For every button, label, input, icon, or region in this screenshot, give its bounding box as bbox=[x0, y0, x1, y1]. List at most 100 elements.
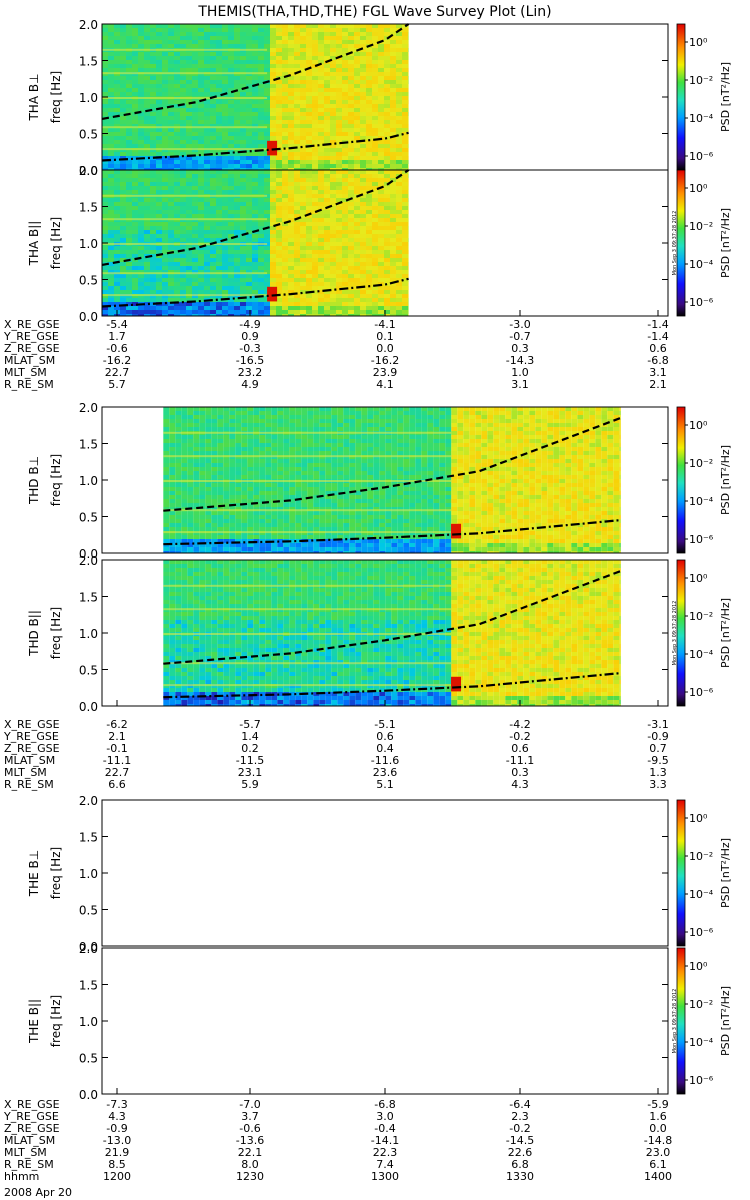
ephemeris-value: -3.1 bbox=[647, 718, 668, 731]
ephemeris-label: X_RE_GSE bbox=[4, 718, 60, 731]
colorbar-label: PSD [nT²/Hz] bbox=[719, 62, 732, 132]
ephemeris-value: -4.2 bbox=[509, 718, 530, 731]
colorbar-tick-label: 10⁻⁶ bbox=[689, 150, 714, 163]
colorbar-tick-label: 10⁻⁶ bbox=[689, 533, 714, 546]
ephemeris-label: MLAT_SM bbox=[4, 354, 55, 367]
ephemeris-value: -7.3 bbox=[106, 1098, 127, 1111]
ephemeris-value: 1.7 bbox=[108, 330, 126, 343]
ephemeris-value: 0.3 bbox=[511, 766, 529, 779]
colorbar-tick-label: 10⁻⁴ bbox=[689, 888, 714, 901]
colorbar-tick-label: 10⁻⁶ bbox=[689, 1074, 714, 1087]
colorbar-tick-label: 10⁰ bbox=[689, 960, 708, 973]
ephemeris-value: 1300 bbox=[371, 1170, 399, 1183]
ephemeris-value: -14.3 bbox=[506, 354, 534, 367]
ephemeris-value: 0.2 bbox=[241, 742, 259, 755]
colorbar-label: PSD [nT²/Hz] bbox=[719, 445, 732, 515]
colorbar-label: PSD [nT²/Hz] bbox=[719, 986, 732, 1056]
colorbar-tick-label: 10⁻² bbox=[689, 74, 713, 87]
ephemeris-value: 8.0 bbox=[241, 1158, 259, 1171]
curve-lower-thd-1 bbox=[163, 672, 621, 699]
ephemeris-value: -13.6 bbox=[236, 1134, 264, 1147]
ephemeris-label: hhmm bbox=[4, 1170, 39, 1183]
y-tick-label: 1.0 bbox=[79, 474, 98, 488]
colorbar-tick-label: 10⁻² bbox=[689, 850, 713, 863]
y-axis-label: freq [Hz] bbox=[49, 217, 63, 269]
colorbar bbox=[676, 799, 686, 947]
panel-name: THD B⊥ bbox=[27, 456, 41, 505]
colorbar-tick-label: 10⁻² bbox=[689, 457, 713, 470]
ephemeris-value: -14.1 bbox=[371, 1134, 399, 1147]
ephemeris-label: R_RE_SM bbox=[4, 778, 54, 791]
colorbar-tick-label: 10⁰ bbox=[689, 36, 708, 49]
ephemeris-value: 3.1 bbox=[511, 378, 529, 391]
panel-name: THA B|| bbox=[27, 221, 41, 267]
ephemeris-label: MLT_SM bbox=[4, 366, 47, 379]
colorbar-tick-label: 10⁻² bbox=[689, 998, 713, 1011]
ephemeris-value: 2.1 bbox=[108, 730, 126, 743]
colorbar-tick-label: 10⁻⁴ bbox=[689, 112, 714, 125]
y-axis-label: freq [Hz] bbox=[49, 454, 63, 506]
ephemeris-label: MLAT_SM bbox=[4, 754, 55, 767]
date-label: 2008 Apr 20 bbox=[4, 1186, 72, 1199]
curve-lower-tha-1 bbox=[101, 277, 409, 308]
y-tick-label: 0.5 bbox=[79, 904, 98, 918]
y-tick-label: 0.5 bbox=[79, 511, 98, 525]
ephemeris-value: -0.4 bbox=[374, 1122, 395, 1135]
ephemeris-value: 1330 bbox=[506, 1170, 534, 1183]
ephemeris-value: 6.1 bbox=[649, 1158, 667, 1171]
ephemeris-value: 0.4 bbox=[376, 742, 394, 755]
curve-upper-tha-0 bbox=[101, 23, 410, 120]
ephemeris-value: -1.4 bbox=[647, 318, 668, 331]
ephemeris-value: -1.4 bbox=[647, 330, 668, 343]
y-tick-label: 1.5 bbox=[79, 831, 98, 845]
ephemeris-value: -16.2 bbox=[371, 354, 399, 367]
ephemeris-value: 23.6 bbox=[373, 766, 398, 779]
ephemeris-value: -11.5 bbox=[236, 754, 264, 767]
ephemeris-value: 1.4 bbox=[241, 730, 259, 743]
colorbar-tick-label: 10⁰ bbox=[689, 419, 708, 432]
y-tick-label: 2.0 bbox=[79, 554, 98, 568]
colorbar bbox=[676, 947, 686, 1095]
y-tick-label: 1.5 bbox=[79, 201, 98, 215]
ephemeris-value: 4.3 bbox=[108, 1110, 126, 1123]
y-tick-label: 2.0 bbox=[79, 18, 98, 32]
colorbar bbox=[676, 169, 686, 317]
panel-name: THE B|| bbox=[27, 999, 41, 1044]
ephemeris-label: Z_RE_GSE bbox=[4, 342, 60, 355]
panel-name: THA B⊥ bbox=[27, 73, 41, 121]
ephemeris-value: 23.0 bbox=[646, 1146, 671, 1159]
ephemeris-value: 1230 bbox=[236, 1170, 264, 1183]
ephemeris-value: 4.1 bbox=[376, 378, 394, 391]
ephemeris-value: 22.1 bbox=[238, 1146, 263, 1159]
ephemeris-value: -16.5 bbox=[236, 354, 264, 367]
ephemeris-label: MLT_SM bbox=[4, 1146, 47, 1159]
y-tick-label: 1.0 bbox=[79, 1015, 98, 1029]
ephemeris-value: -7.0 bbox=[239, 1098, 260, 1111]
ephemeris-value: -0.6 bbox=[106, 342, 127, 355]
ephemeris-label: Y_RE_GSE bbox=[3, 730, 59, 743]
ephemeris-value: -11.6 bbox=[371, 754, 399, 767]
y-axis-label: freq [Hz] bbox=[49, 847, 63, 899]
ephemeris-value: -5.7 bbox=[239, 718, 260, 731]
timestamp-stamp: Mon Sep 3 09:37:28 2012 bbox=[672, 989, 678, 1054]
axes-layer bbox=[101, 23, 688, 1095]
ephemeris-value: -9.5 bbox=[647, 754, 668, 767]
intense-band-thd-1 bbox=[451, 676, 462, 692]
colorbar-tick-label: 10⁻⁴ bbox=[689, 1036, 714, 1049]
y-tick-label: 2.0 bbox=[79, 942, 98, 956]
colorbar-label: PSD [nT²/Hz] bbox=[719, 838, 732, 908]
colorbar bbox=[676, 406, 686, 554]
ephemeris-value: -4.9 bbox=[239, 318, 260, 331]
colorbar-tick-label: 10⁰ bbox=[689, 572, 708, 585]
ephemeris-value: 0.6 bbox=[376, 730, 394, 743]
curve-lower-thd-0 bbox=[163, 519, 621, 546]
intense-band-tha-0 bbox=[267, 140, 278, 156]
y-tick-label: 2.0 bbox=[79, 164, 98, 178]
ephemeris-value: 5.1 bbox=[376, 778, 394, 791]
ephemeris-label: Z_RE_GSE bbox=[4, 742, 60, 755]
y-tick-label: 1.0 bbox=[79, 627, 98, 641]
ephemeris-value: -5.9 bbox=[647, 1098, 668, 1111]
spectrogram-thd-1 bbox=[163, 560, 621, 706]
ephemeris-value: 0.3 bbox=[511, 342, 529, 355]
